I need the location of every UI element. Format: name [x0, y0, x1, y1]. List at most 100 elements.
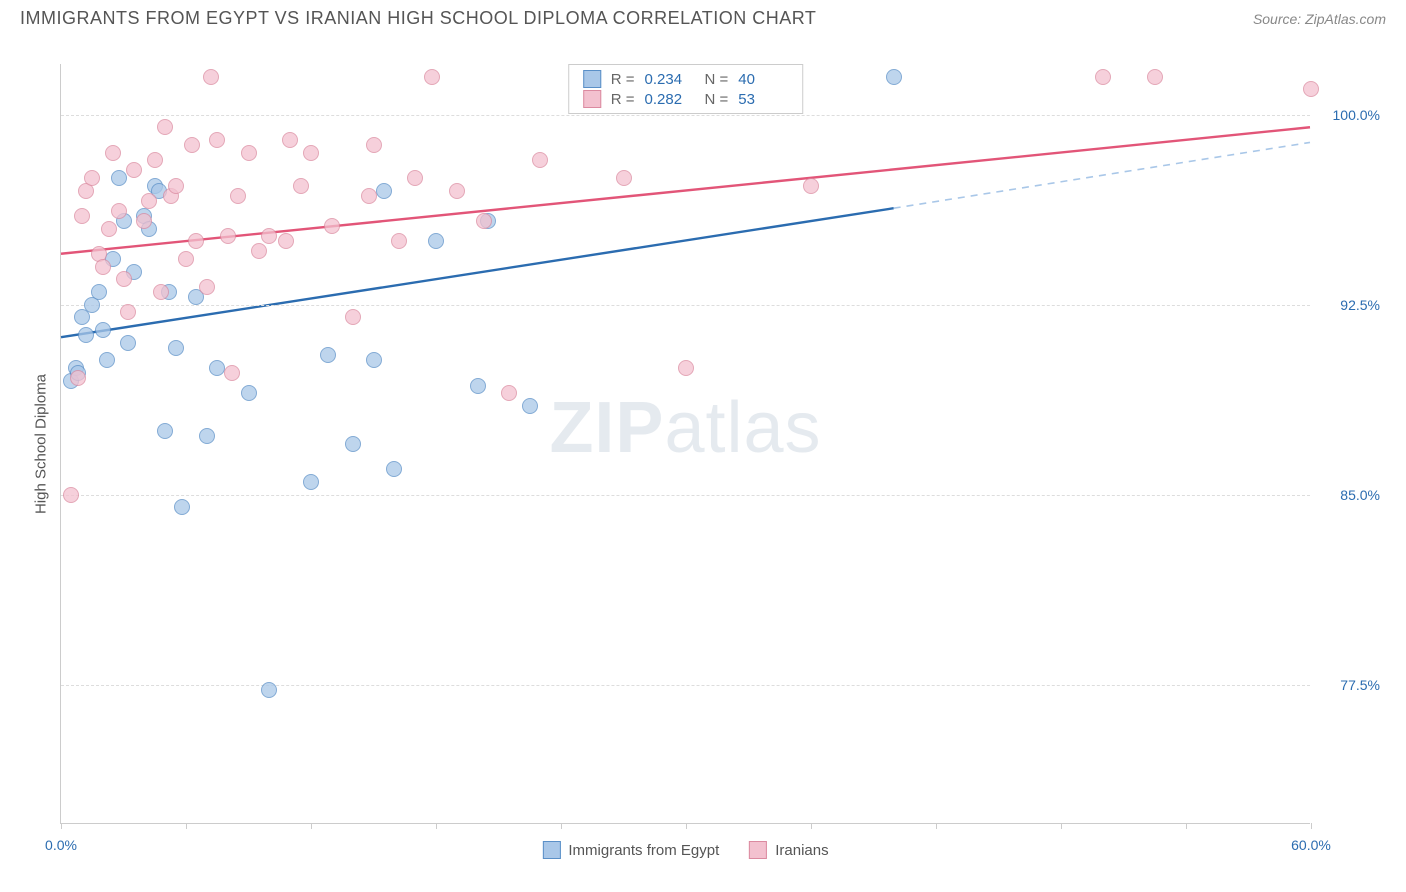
chart-header: IMMIGRANTS FROM EGYPT VS IRANIAN HIGH SC…	[0, 0, 1406, 39]
r-value-iranians: 0.282	[645, 91, 695, 108]
data-point-iranians	[391, 233, 407, 249]
y-tick-label: 85.0%	[1320, 487, 1380, 503]
data-point-iranians	[361, 188, 377, 204]
data-point-iranians	[303, 145, 319, 161]
data-point-iranians	[230, 188, 246, 204]
trend-line	[61, 208, 894, 337]
data-point-egypt	[886, 69, 902, 85]
data-point-iranians	[345, 309, 361, 325]
data-point-iranians	[126, 162, 142, 178]
data-point-egypt	[428, 233, 444, 249]
stats-row-egypt: R = 0.234 N = 40	[583, 69, 789, 89]
data-point-iranians	[209, 132, 225, 148]
stats-legend-box: R = 0.234 N = 40 R = 0.282 N = 53	[568, 64, 804, 114]
x-tick	[186, 823, 187, 829]
data-point-egypt	[157, 423, 173, 439]
x-tick	[1186, 823, 1187, 829]
r-label: R =	[611, 71, 635, 88]
data-point-egypt	[320, 347, 336, 363]
data-point-iranians	[261, 228, 277, 244]
n-label: N =	[705, 71, 729, 88]
legend-item-egypt: Immigrants from Egypt	[542, 841, 719, 859]
r-label: R =	[611, 91, 635, 108]
data-point-iranians	[532, 152, 548, 168]
data-point-iranians	[424, 69, 440, 85]
data-point-egypt	[303, 474, 319, 490]
data-point-iranians	[1147, 69, 1163, 85]
bottom-legend: Immigrants from Egypt Iranians	[542, 841, 828, 859]
data-point-iranians	[101, 221, 117, 237]
y-tick-label: 100.0%	[1320, 107, 1380, 123]
x-tick	[1061, 823, 1062, 829]
y-axis-title: High School Diploma	[33, 373, 50, 513]
x-tick	[61, 823, 62, 829]
data-point-iranians	[282, 132, 298, 148]
gridline	[61, 305, 1310, 306]
data-point-iranians	[678, 360, 694, 376]
data-point-iranians	[116, 271, 132, 287]
data-point-egypt	[120, 335, 136, 351]
x-tick	[311, 823, 312, 829]
data-point-iranians	[278, 233, 294, 249]
y-tick-label: 92.5%	[1320, 297, 1380, 313]
legend-swatch-iranians	[749, 841, 767, 859]
swatch-egypt	[583, 70, 601, 88]
gridline	[61, 685, 1310, 686]
chart-source: Source: ZipAtlas.com	[1253, 11, 1386, 27]
data-point-iranians	[324, 218, 340, 234]
data-point-iranians	[188, 233, 204, 249]
data-point-egypt	[168, 340, 184, 356]
x-tick-label: 0.0%	[45, 837, 77, 853]
x-tick	[561, 823, 562, 829]
data-point-iranians	[1303, 81, 1319, 97]
data-point-egypt	[78, 327, 94, 343]
data-point-iranians	[251, 243, 267, 259]
legend-label-egypt: Immigrants from Egypt	[568, 842, 719, 859]
gridline	[61, 495, 1310, 496]
data-point-egypt	[74, 309, 90, 325]
data-point-egypt	[91, 284, 107, 300]
data-point-iranians	[241, 145, 257, 161]
legend-swatch-egypt	[542, 841, 560, 859]
data-point-iranians	[1095, 69, 1111, 85]
data-point-egypt	[261, 682, 277, 698]
data-point-iranians	[220, 228, 236, 244]
data-point-iranians	[136, 213, 152, 229]
plot-area: ZIPatlas R = 0.234 N = 40 R = 0.282 N = …	[60, 64, 1310, 824]
data-point-iranians	[501, 385, 517, 401]
data-point-iranians	[803, 178, 819, 194]
y-tick-label: 77.5%	[1320, 677, 1380, 693]
data-point-iranians	[84, 170, 100, 186]
data-point-egypt	[345, 436, 361, 452]
data-point-egypt	[174, 499, 190, 515]
chart-title: IMMIGRANTS FROM EGYPT VS IRANIAN HIGH SC…	[20, 8, 816, 29]
data-point-iranians	[120, 304, 136, 320]
gridline	[61, 115, 1310, 116]
data-point-iranians	[168, 178, 184, 194]
legend-item-iranians: Iranians	[749, 841, 828, 859]
trend-lines-svg	[61, 64, 1310, 823]
data-point-egypt	[522, 398, 538, 414]
data-point-egypt	[95, 322, 111, 338]
swatch-iranians	[583, 90, 601, 108]
x-tick	[1311, 823, 1312, 829]
data-point-iranians	[407, 170, 423, 186]
stats-row-iranians: R = 0.282 N = 53	[583, 89, 789, 109]
data-point-iranians	[184, 137, 200, 153]
data-point-iranians	[199, 279, 215, 295]
data-point-iranians	[95, 259, 111, 275]
data-point-egypt	[376, 183, 392, 199]
data-point-iranians	[293, 178, 309, 194]
n-value-egypt: 40	[738, 71, 788, 88]
data-point-iranians	[366, 137, 382, 153]
data-point-egypt	[470, 378, 486, 394]
data-point-iranians	[224, 365, 240, 381]
data-point-egypt	[386, 461, 402, 477]
chart-container: ZIPatlas R = 0.234 N = 40 R = 0.282 N = …	[20, 44, 1386, 844]
data-point-egypt	[199, 428, 215, 444]
data-point-iranians	[141, 193, 157, 209]
x-tick-label: 60.0%	[1291, 837, 1331, 853]
x-tick	[936, 823, 937, 829]
data-point-iranians	[63, 487, 79, 503]
data-point-egypt	[99, 352, 115, 368]
